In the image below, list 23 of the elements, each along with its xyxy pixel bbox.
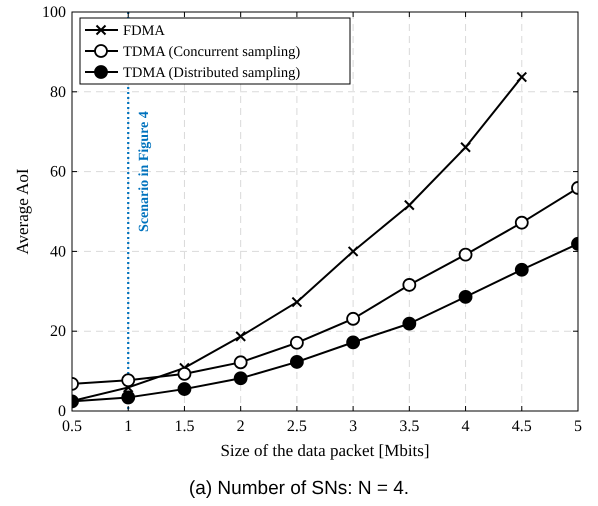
ref-line-label: Scenario in Figure 4 (137, 111, 152, 232)
legend-label: TDMA (Concurrent sampling) (123, 44, 300, 60)
x-axis-title: Size of the data packet [Mbits] (220, 441, 430, 460)
text: (a) Number of SNs: N = 4. (188, 478, 410, 499)
y-tick-label: 0 (58, 403, 66, 420)
x-tick-label: 1.5 (174, 418, 194, 435)
x-tick-label: 3 (349, 418, 358, 435)
x-tick-label: 5 (574, 418, 582, 435)
x-tick-label: 2.5 (286, 418, 307, 435)
legend-label: FDMA (123, 23, 166, 39)
x-tick-label: 1 (124, 418, 132, 435)
x-tick-label: 0.5 (62, 418, 82, 435)
x-tick-label: 3.5 (399, 418, 420, 435)
y-tick-label: 100 (42, 4, 66, 21)
x-tick-label: 4 (462, 418, 470, 435)
y-axis-title: Average AoI (13, 168, 32, 255)
legend-label: TDMA (Distributed sampling) (123, 65, 300, 81)
x-tick-label: 2 (236, 418, 245, 435)
y-tick-label: 20 (50, 323, 66, 340)
x-tick-label: 4.5 (512, 418, 532, 435)
y-tick-label: 40 (50, 243, 66, 260)
y-tick-label: 80 (50, 84, 66, 101)
y-tick-label: 60 (50, 164, 66, 181)
